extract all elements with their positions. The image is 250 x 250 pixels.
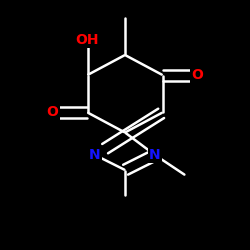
Text: O: O: [192, 68, 203, 82]
Text: N: N: [149, 148, 161, 162]
Text: OH: OH: [76, 33, 99, 47]
Text: O: O: [46, 106, 58, 120]
Text: N: N: [89, 148, 101, 162]
